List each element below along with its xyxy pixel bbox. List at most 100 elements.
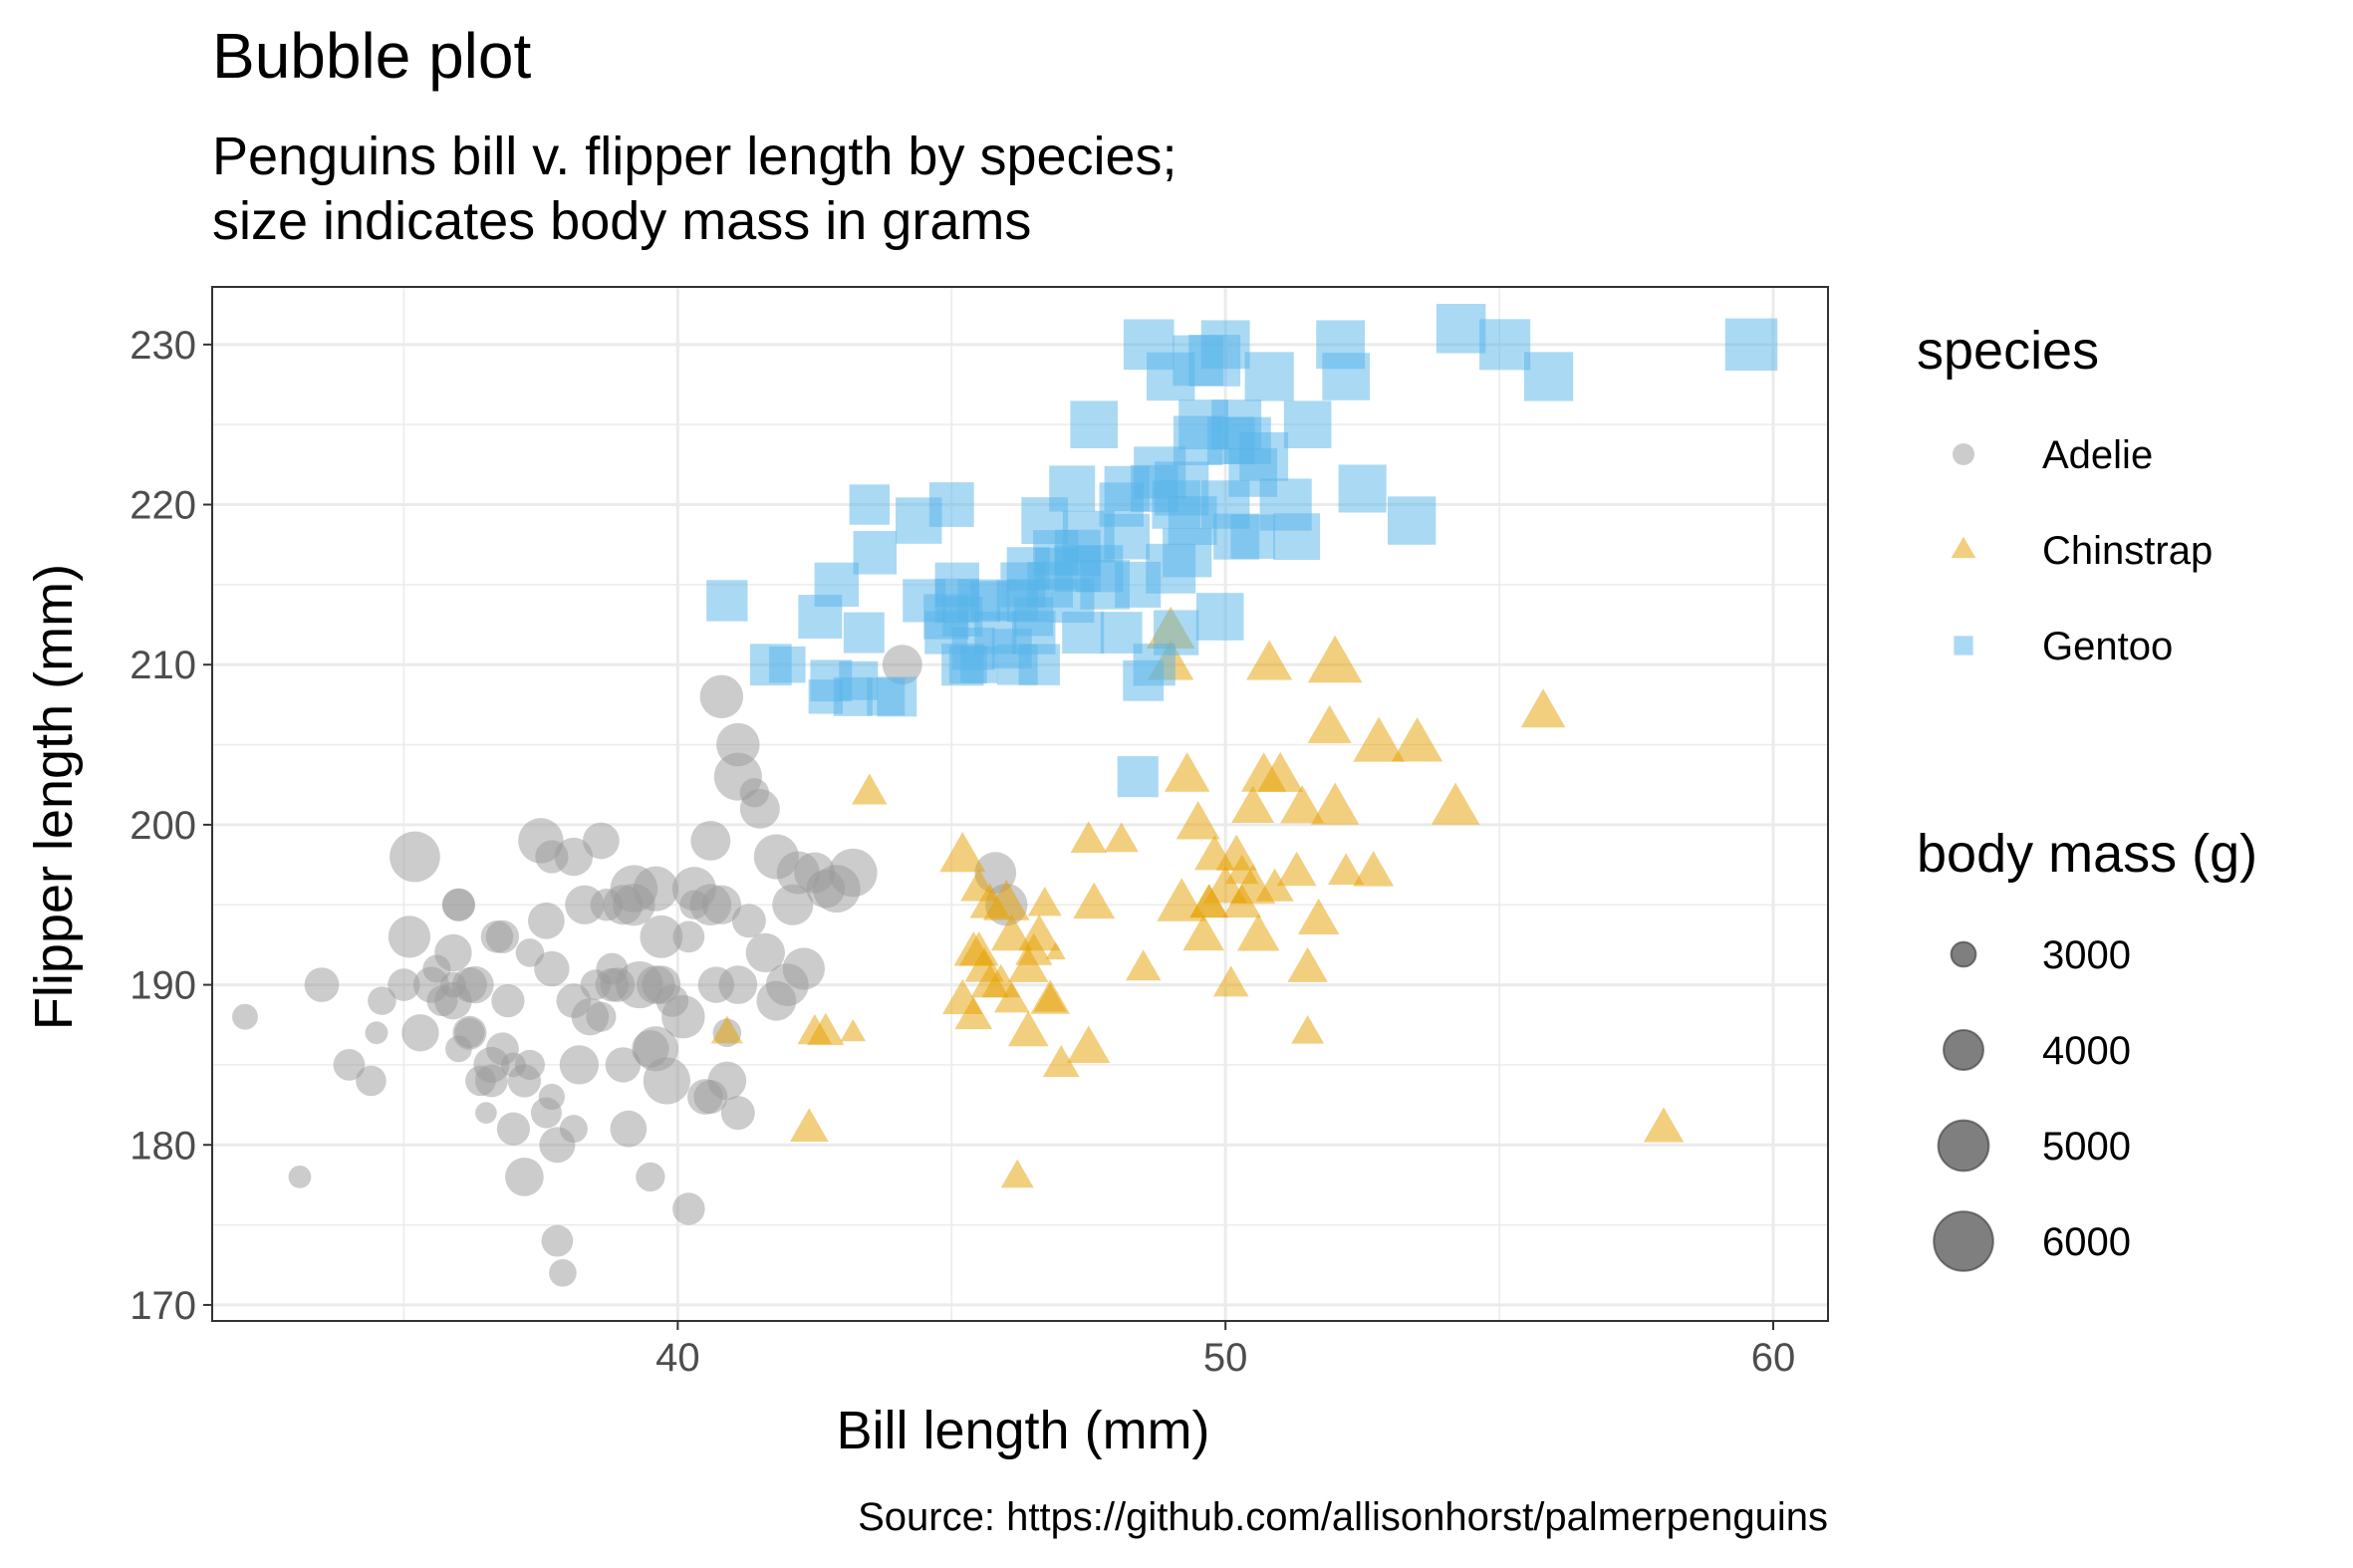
chart-caption: Source: https://github.com/allisonhorst/…: [858, 1495, 1828, 1539]
size-legend-key: [1943, 1029, 1984, 1071]
adelie-point: [806, 869, 846, 909]
adelie-point: [496, 1112, 531, 1146]
chinstrap-point: [1215, 834, 1257, 871]
x-tick-label: 40: [655, 1336, 700, 1380]
adelie-point: [485, 919, 520, 953]
adelie-point: [640, 915, 683, 958]
chinstrap-point: [1236, 914, 1280, 951]
adelie-point: [534, 950, 570, 987]
species-legend-title: species: [1917, 321, 2099, 381]
adelie-point: [442, 888, 475, 921]
gentoo-point: [1724, 318, 1778, 372]
adelie-point: [505, 1158, 544, 1196]
gentoo-point: [1006, 579, 1050, 623]
y-tick-label: 220: [130, 484, 196, 528]
chinstrap-point: [1027, 886, 1062, 916]
y-tick-label: 210: [130, 644, 196, 687]
plot-panel: [211, 286, 1829, 1322]
chinstrap-point: [993, 981, 1030, 1013]
adelie-point: [605, 1047, 642, 1083]
size-legend-label: 3000: [2042, 933, 2131, 977]
gentoo-point: [1117, 756, 1159, 798]
size-legend-key: [1950, 940, 1977, 968]
gentoo-point: [1070, 400, 1119, 449]
gentoo-point: [1436, 303, 1486, 354]
adelie-point: [882, 645, 922, 685]
x-tick-label: 50: [1203, 1336, 1248, 1380]
chinstrap-point: [840, 1018, 867, 1042]
chinstrap-point: [1182, 914, 1224, 951]
adelie-point: [655, 984, 689, 1017]
chinstrap-point: [1042, 1045, 1080, 1078]
legend-key-chinstrap: [1951, 536, 1976, 559]
chinstrap-point: [1276, 851, 1317, 887]
adelie-point: [454, 1017, 485, 1048]
adelie-point: [456, 965, 494, 1004]
adelie-point: [288, 1165, 312, 1188]
chinstrap-point: [1045, 941, 1066, 960]
adelie-point: [556, 983, 592, 1018]
adelie-point: [554, 837, 594, 877]
gentoo-point: [853, 530, 898, 575]
adelie-point: [636, 1162, 665, 1192]
chinstrap-point: [1073, 882, 1116, 919]
chinstrap-point: [1067, 1025, 1111, 1064]
legend-label-chinstrap: Chinstrap: [2042, 529, 2213, 573]
chart-subtitle-line-2: size indicates body mass in grams: [212, 191, 1031, 251]
size-legend-key: [1933, 1210, 1994, 1272]
adelie-point: [549, 1258, 577, 1287]
adelie-point: [672, 1192, 705, 1225]
gentoo-point: [1273, 513, 1321, 561]
adelie-point: [368, 986, 396, 1015]
size-legend-items: 3000 4000 5000 6000: [1933, 933, 2131, 1272]
gentoo-point: [1100, 612, 1143, 653]
chinstrap-point: [1212, 965, 1249, 997]
gentoo-point: [1200, 320, 1250, 370]
legend-label-gentoo: Gentoo: [2042, 625, 2173, 668]
x-tick-label: 60: [1751, 1336, 1796, 1380]
panel-border: [211, 286, 1829, 1322]
adelie-point: [333, 1049, 366, 1081]
chinstrap-point: [982, 880, 1030, 920]
chinstrap-point: [1176, 801, 1220, 840]
legend-key-adelie: [1953, 443, 1974, 465]
adelie-point: [528, 902, 565, 939]
gentoo-point: [1173, 415, 1223, 466]
chinstrap-point: [1353, 851, 1395, 887]
axes: 40 50 60 170 180 190 200 210 220 230: [130, 324, 1795, 1380]
adelie-point: [541, 1224, 574, 1257]
y-tick-label: 170: [130, 1284, 196, 1328]
adelie-point: [686, 1079, 723, 1115]
x-axis-title: Bill length (mm): [836, 1401, 1209, 1460]
chinstrap-point: [1222, 884, 1262, 918]
chinstrap-point: [1287, 946, 1328, 982]
series-gentoo: [706, 303, 1778, 798]
y-tick-label: 180: [130, 1124, 196, 1168]
gentoo-point: [1154, 610, 1199, 655]
adelie-point: [388, 968, 420, 1001]
adelie-point: [716, 722, 760, 767]
legend-key-gentoo: [1954, 636, 1973, 655]
adelie-point: [731, 904, 766, 938]
chinstrap-point: [1018, 914, 1061, 951]
adelie-point: [697, 966, 735, 1003]
legend-label-adelie: Adelie: [2042, 433, 2153, 477]
gentoo-point: [1131, 464, 1178, 513]
data-points: [232, 303, 1778, 1287]
adelie-point: [689, 884, 732, 926]
species-legend-items: Adelie Chinstrap Gentoo: [1951, 433, 2213, 668]
gentoo-point: [814, 562, 859, 608]
adelie-point: [699, 674, 744, 719]
size-legend-label: 4000: [2042, 1029, 2131, 1073]
adelie-point: [772, 884, 814, 925]
chinstrap-point: [1520, 688, 1566, 728]
gentoo-point: [1479, 319, 1531, 371]
chinstrap-point: [1310, 782, 1360, 825]
gentoo-point: [1018, 644, 1060, 685]
chinstrap-point: [939, 832, 986, 873]
chinstrap-point: [1189, 884, 1229, 918]
adelie-point: [475, 1102, 497, 1124]
chart-title: Bubble plot: [212, 20, 531, 92]
chart-subtitle-line-1: Penguins bill v. flipper length by speci…: [212, 127, 1177, 186]
